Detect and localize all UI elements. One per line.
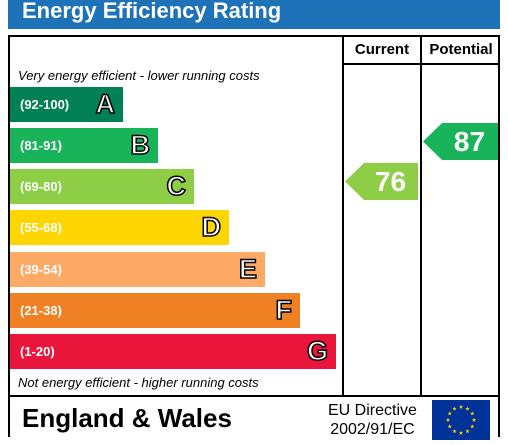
header-divider <box>342 63 498 65</box>
eu-flag-icon <box>432 400 490 440</box>
efficient-note: Very energy efficient - lower running co… <box>18 68 260 83</box>
band-e: (39-54) E <box>10 252 265 287</box>
rating-frame: Current Potential Very energy efficient … <box>8 35 500 397</box>
band-range: (69-80) <box>20 179 62 194</box>
band-range: (55-68) <box>20 220 62 235</box>
potential-rating-arrow: 87 <box>423 123 498 160</box>
eu-star-icon <box>447 411 452 416</box>
eu-star-icon <box>447 424 452 429</box>
eu-star-icon <box>465 406 470 411</box>
eu-directive: EU Directive 2002/91/EC <box>328 401 417 439</box>
eu-star-icon <box>452 406 457 411</box>
chart-title: Energy Efficiency Rating <box>8 0 500 29</box>
inefficient-note: Not energy efficient - higher running co… <box>18 375 259 390</box>
eu-star-icon <box>458 404 464 409</box>
band-a: (92-100) A <box>10 87 123 122</box>
potential-column-header: Potential <box>429 41 493 58</box>
band-range: (1-20) <box>20 344 55 359</box>
band-letter: B <box>130 129 151 161</box>
directive-line-1: EU Directive <box>328 402 417 419</box>
band-letter: F <box>275 294 293 326</box>
band-letter: G <box>306 335 329 367</box>
band-f: (21-38) F <box>10 293 300 328</box>
eu-star-icon <box>458 430 464 435</box>
band-letter: C <box>166 170 187 202</box>
band-c: (69-80) C <box>10 169 194 204</box>
potential-rating-value: 87 <box>453 126 486 157</box>
country-label: England & Wales <box>22 403 232 433</box>
column-divider-potential <box>420 37 422 395</box>
eu-star-icon <box>445 417 451 422</box>
eu-star-icon <box>470 411 475 416</box>
band-d: (55-68) D <box>10 210 229 245</box>
footer: England & Wales EU Directive 2002/91/EC <box>8 397 500 440</box>
band-letter: D <box>201 211 222 243</box>
band-letter: A <box>95 88 116 120</box>
band-range: (92-100) <box>20 97 70 112</box>
band-g: (1-20) G <box>10 334 336 369</box>
band-b: (81-91) B <box>10 128 158 163</box>
current-rating-arrow: 76 <box>345 163 418 200</box>
eu-star-icon <box>471 417 477 422</box>
band-range: (21-38) <box>20 303 62 318</box>
band-letter: E <box>238 253 258 285</box>
band-range: (81-91) <box>20 138 62 153</box>
current-rating-value: 76 <box>374 166 407 197</box>
column-divider-current <box>342 37 344 395</box>
band-range: (39-54) <box>20 262 62 277</box>
eu-star-icon <box>470 424 475 429</box>
current-column-header: Current <box>354 41 410 58</box>
